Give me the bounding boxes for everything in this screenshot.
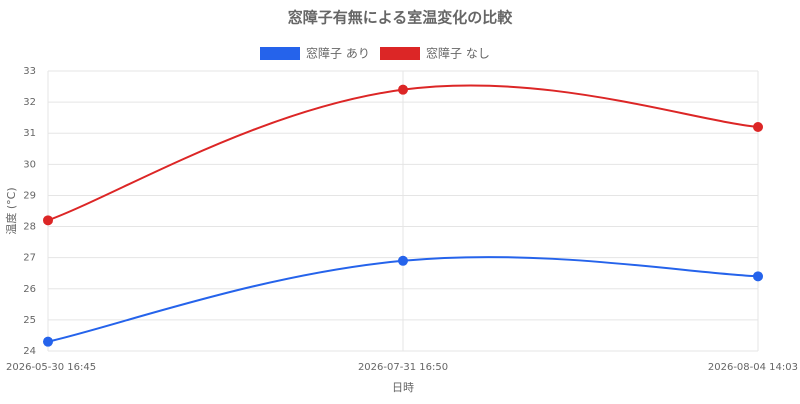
y-axis-title: 温度 (°C) bbox=[4, 187, 18, 234]
legend-label: 窓障子 あり bbox=[306, 46, 370, 61]
y-tick-label: 33 bbox=[23, 66, 36, 77]
y-tick-label: 31 bbox=[23, 128, 36, 139]
y-tick-label: 29 bbox=[23, 190, 36, 201]
y-tick-label: 32 bbox=[23, 97, 36, 108]
legend-swatch bbox=[260, 47, 300, 60]
data-point bbox=[753, 122, 763, 132]
legend-swatch bbox=[380, 47, 420, 60]
y-tick-label: 26 bbox=[23, 284, 36, 295]
y-tick-label: 25 bbox=[23, 315, 36, 326]
data-point bbox=[753, 271, 763, 282]
y-tick-label: 24 bbox=[23, 346, 36, 357]
data-point bbox=[43, 336, 53, 347]
y-tick-label: 28 bbox=[23, 222, 36, 233]
data-point bbox=[43, 215, 53, 226]
legend-label: 窓障子 なし bbox=[426, 46, 490, 61]
y-tick-label: 27 bbox=[23, 253, 36, 264]
x-tick-label: 2026-05-30 16:45 bbox=[6, 362, 96, 373]
x-tick-label: 2026-08-04 14:03 bbox=[708, 362, 798, 373]
x-axis-title: 日時 bbox=[392, 381, 414, 394]
y-tick-label: 30 bbox=[23, 159, 36, 170]
data-point bbox=[398, 84, 408, 95]
data-point bbox=[398, 255, 408, 266]
chart-title: 窓障子有無による室温変化の比較 bbox=[288, 9, 514, 27]
x-tick-label: 2026-07-31 16:50 bbox=[358, 362, 448, 373]
